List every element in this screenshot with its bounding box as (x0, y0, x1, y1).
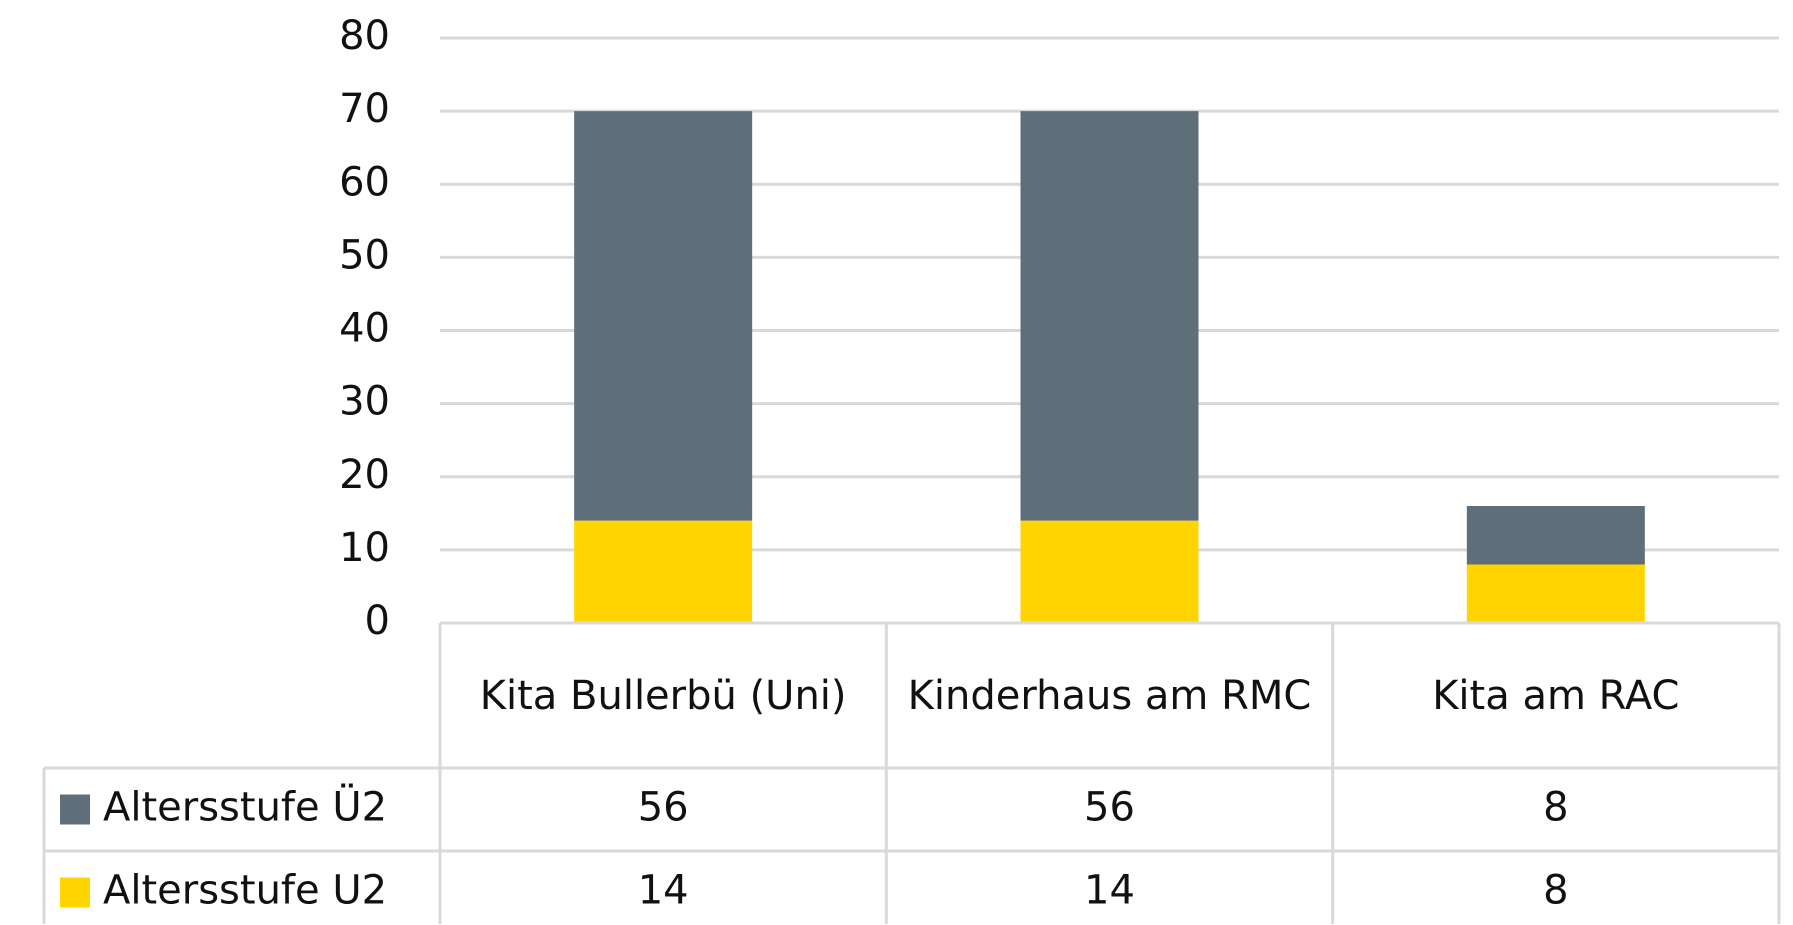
table-value: 14 (1084, 868, 1135, 914)
x-tick-label: Kita am RAC (1432, 672, 1680, 719)
x-tick-label: Kinderhaus am RMC (907, 672, 1312, 719)
x-tick-label-box: Kita Bullerbü (Uni) (479, 672, 847, 719)
y-tick-label: 60 (339, 159, 390, 205)
y-tick-label: 40 (339, 306, 390, 352)
bar-segment (574, 111, 753, 521)
legend-swatch (60, 877, 90, 908)
y-tick-label: 10 (339, 525, 390, 571)
table-value: 8 (1543, 785, 1568, 831)
bar-segment (574, 520, 753, 623)
y-tick-label: 70 (339, 86, 390, 132)
bar-segment (1466, 564, 1645, 623)
table-value: 56 (638, 785, 689, 831)
y-tick-label: 80 (339, 13, 390, 59)
x-tick-label-box: Kita am RAC (1432, 672, 1680, 719)
bar-segment (1466, 506, 1645, 565)
bar-segment (1020, 111, 1199, 521)
y-tick-label: 20 (339, 452, 390, 498)
table-value: 14 (638, 868, 689, 914)
y-tick-label: 0 (365, 598, 390, 644)
x-tick-label-box: Kinderhaus am RMC (907, 672, 1312, 719)
legend-label: Altersstufe U2 (103, 868, 387, 914)
legend-label: Altersstufe Ü2 (103, 783, 387, 831)
table-value: 56 (1084, 785, 1135, 831)
x-tick-label: Kita Bullerbü (Uni) (479, 672, 847, 719)
legend-swatch (60, 794, 90, 825)
table-value: 8 (1543, 868, 1568, 914)
y-tick-label: 30 (339, 379, 390, 425)
y-tick-label: 50 (339, 232, 390, 278)
bar-segment (1020, 520, 1199, 623)
